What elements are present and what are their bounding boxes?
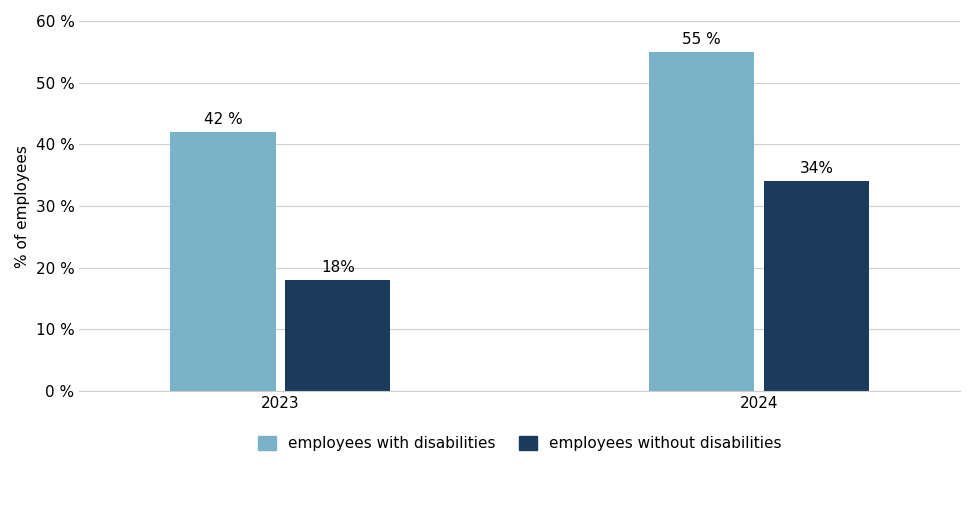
Text: 34%: 34% <box>800 161 834 176</box>
Bar <box>171 132 276 391</box>
Bar <box>649 52 755 391</box>
Bar <box>763 182 869 391</box>
Text: 18%: 18% <box>321 260 355 275</box>
Bar <box>285 280 390 391</box>
Legend: employees with disabilities, employees without disabilities: employees with disabilities, employees w… <box>252 430 788 457</box>
Text: 55 %: 55 % <box>682 32 721 47</box>
Y-axis label: % of employees: % of employees <box>15 144 30 268</box>
Text: 42 %: 42 % <box>204 112 242 127</box>
